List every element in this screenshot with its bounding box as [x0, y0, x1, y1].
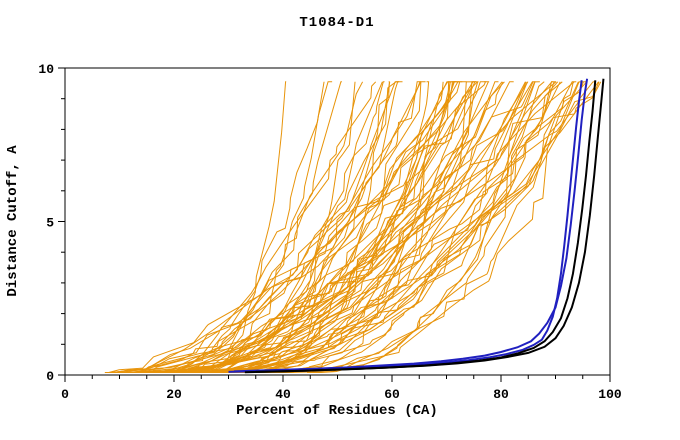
ensemble-line — [265, 81, 536, 374]
ensemble-line — [166, 81, 333, 374]
ensemble-line — [222, 81, 463, 373]
x-tick-label: 60 — [384, 387, 400, 402]
y-axis-label: Distance Cutoff, A — [5, 145, 21, 297]
x-tick-label: 40 — [275, 387, 291, 402]
plot-area: 0 20 40 60 80 100 0 5 10 — [38, 62, 622, 402]
ensemble-line — [111, 81, 461, 374]
ensemble-line — [252, 81, 504, 374]
highlight-line-best-model-blue-2 — [233, 78, 589, 373]
ensemble-line — [193, 81, 400, 374]
ensemble-line — [192, 81, 422, 374]
ensemble-line — [150, 81, 599, 374]
ensemble-line — [210, 81, 600, 373]
ensemble-line — [110, 81, 459, 374]
y-tick-label: 0 — [46, 369, 54, 384]
ensemble-line — [157, 81, 528, 374]
ensemble-line — [245, 81, 455, 374]
x-tick-label: 80 — [493, 387, 509, 402]
ensemble-line — [144, 81, 403, 374]
ensemble-line — [108, 81, 487, 374]
chart-title: T1084-D1 — [299, 15, 374, 31]
ensemble-line — [113, 81, 467, 374]
ensemble-line — [172, 81, 377, 374]
ensemble-line — [168, 81, 536, 374]
ensemble-line — [236, 81, 474, 374]
x-tick-label: 100 — [598, 387, 622, 402]
ensemble-line — [104, 81, 426, 374]
y-tick-label: 5 — [46, 216, 54, 231]
highlight-line-best-model-black-2 — [255, 78, 605, 373]
ensemble-line — [201, 81, 422, 374]
ensemble-line — [173, 81, 503, 374]
x-tick-label: 0 — [61, 387, 69, 402]
y-tick-label: 10 — [38, 62, 54, 77]
ensemble-line — [275, 81, 588, 374]
x-tick-label: 20 — [166, 387, 182, 402]
x-axis-label: Percent of Residues (CA) — [236, 403, 438, 419]
ensemble-line — [120, 81, 577, 374]
ensemble-line — [175, 81, 563, 374]
ensemble-line — [122, 81, 540, 374]
ensemble-line — [129, 81, 505, 374]
ensemble-line — [190, 81, 575, 374]
ensemble-line — [134, 81, 596, 374]
ensemble-line — [139, 81, 383, 374]
